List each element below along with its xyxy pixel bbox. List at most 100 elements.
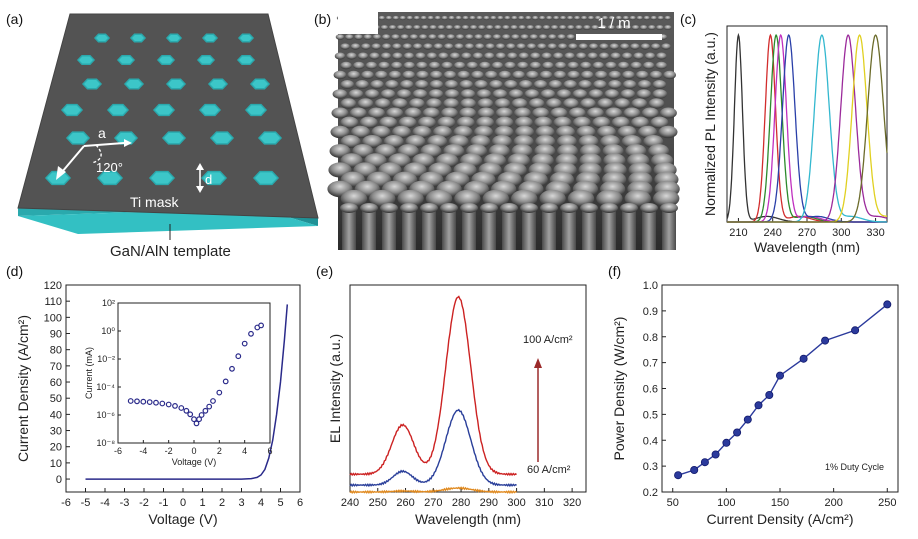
x-tick-label: 0 <box>180 497 186 509</box>
nanorod-top <box>392 125 411 139</box>
nanorod-top <box>511 34 520 40</box>
nanorod-top <box>663 70 676 80</box>
nanorod-top <box>340 116 359 129</box>
inset-x-tick-label: 2 <box>217 446 222 456</box>
nanorod-top <box>380 89 396 99</box>
nanorod-pillar <box>482 208 496 250</box>
nanorod-top <box>378 15 385 21</box>
hexagon-opening <box>196 54 216 66</box>
nanorod-top <box>534 25 543 30</box>
nanorod-top <box>388 70 402 80</box>
x-tick-label: 240 <box>764 227 782 239</box>
inset-data-point <box>183 407 190 414</box>
angle-label: 120° <box>96 160 123 175</box>
nanorod-top <box>400 34 409 40</box>
nanorod-top <box>329 144 351 158</box>
inset-x-tick-label: -6 <box>114 446 122 456</box>
nanorod-top <box>437 116 456 129</box>
nanorod-top <box>495 116 514 129</box>
panel-c-label: (c) <box>680 11 696 27</box>
nanorod-pillar <box>402 208 416 250</box>
nanorod-top <box>484 70 498 80</box>
nanorod-top <box>576 125 596 139</box>
inset-data-point <box>206 403 213 410</box>
nanorod-top <box>518 15 525 21</box>
nanorod-top <box>580 203 598 213</box>
inset-data-point <box>196 416 203 423</box>
nanorod-top <box>388 25 397 30</box>
inset-data-point <box>235 353 242 360</box>
nanorod-top <box>392 15 399 21</box>
y-tick-label: 30 <box>50 426 62 438</box>
nanorod-top <box>412 89 428 99</box>
nanorod-pillar <box>422 208 436 250</box>
nanorod-top <box>346 52 357 60</box>
nanorod-top <box>489 80 503 89</box>
nanorod-pillar <box>382 208 396 250</box>
nanorod-top <box>580 98 596 109</box>
nanorod-top <box>360 203 378 213</box>
nanorod-top <box>460 89 476 99</box>
nanorod-top <box>587 15 595 21</box>
nanorod-top <box>553 70 567 80</box>
nanorod-top <box>370 80 384 89</box>
nanorod-top <box>390 61 403 70</box>
nanorod-top <box>332 89 348 99</box>
chart-c: 210 240 270 300 330 Wavelength (nm) Normalized… <box>702 25 888 255</box>
el-spectrum-line <box>349 408 517 488</box>
hexagon-opening <box>161 131 187 145</box>
x-tick-label: -2 <box>139 497 149 509</box>
nanorod-top <box>466 61 479 70</box>
nanorod-top <box>511 15 518 21</box>
nanorod-top <box>355 80 369 89</box>
nanorod-top <box>429 25 437 30</box>
chart-f: 50 100 150 200 250 0.2 0.3 0.4 0.5 0.6 0.7 0.8 0.9 1.… <box>611 280 899 527</box>
nanorod-top <box>640 203 658 213</box>
inset-data-point <box>241 340 248 347</box>
inset-data-point <box>198 412 205 418</box>
nanorod-top <box>536 43 547 50</box>
panel-a-label: (a) <box>6 11 23 27</box>
nanorod-top <box>477 107 495 119</box>
nanorod-top <box>538 34 548 40</box>
nanorod-top <box>408 98 425 109</box>
nanorod-top <box>437 34 446 40</box>
nanorod-top <box>539 189 566 208</box>
nanorod-top <box>560 203 578 213</box>
x-axis-label: Current Density (A/cm²) <box>706 511 853 527</box>
nanorod-top <box>418 34 428 40</box>
nanorod-top <box>559 15 567 21</box>
data-point <box>851 326 860 335</box>
nanorod-top <box>441 15 448 21</box>
x-tick-label: 3 <box>238 497 244 509</box>
nanorod-top <box>392 43 402 50</box>
nanorod-top <box>568 43 578 50</box>
nanorod-top <box>426 52 438 60</box>
nanorod-top <box>443 43 454 50</box>
nanorod-top <box>433 43 444 50</box>
nanorod-top <box>573 15 581 21</box>
nanorod-top <box>414 80 429 89</box>
nanorod-top <box>357 52 369 60</box>
nanorod-top <box>629 15 636 21</box>
nanorod-top <box>658 125 678 139</box>
nanorod-top <box>492 89 508 99</box>
nanorod-top <box>587 52 598 60</box>
nanorod-top <box>656 25 664 30</box>
nanorod-top <box>510 25 518 30</box>
nanorod-top <box>330 125 350 139</box>
nanorod-top <box>469 25 478 30</box>
panel-a: (a) a 120° d Ti mask GaN/AlN template <box>6 11 319 260</box>
nanorod-top <box>652 80 667 89</box>
x-tick-label: -1 <box>159 497 169 509</box>
nanorod-top <box>511 189 538 208</box>
nanorod-pillar <box>462 208 476 250</box>
lattice-constant-label: a <box>98 125 106 141</box>
nanorod-top <box>422 107 440 119</box>
nanorod-top <box>340 189 368 208</box>
nanorod-top <box>371 43 381 50</box>
nanorod-pillar <box>542 208 556 250</box>
nanorod-top <box>448 15 455 21</box>
nanorod-top <box>425 189 453 208</box>
nanorod-top <box>415 52 426 60</box>
